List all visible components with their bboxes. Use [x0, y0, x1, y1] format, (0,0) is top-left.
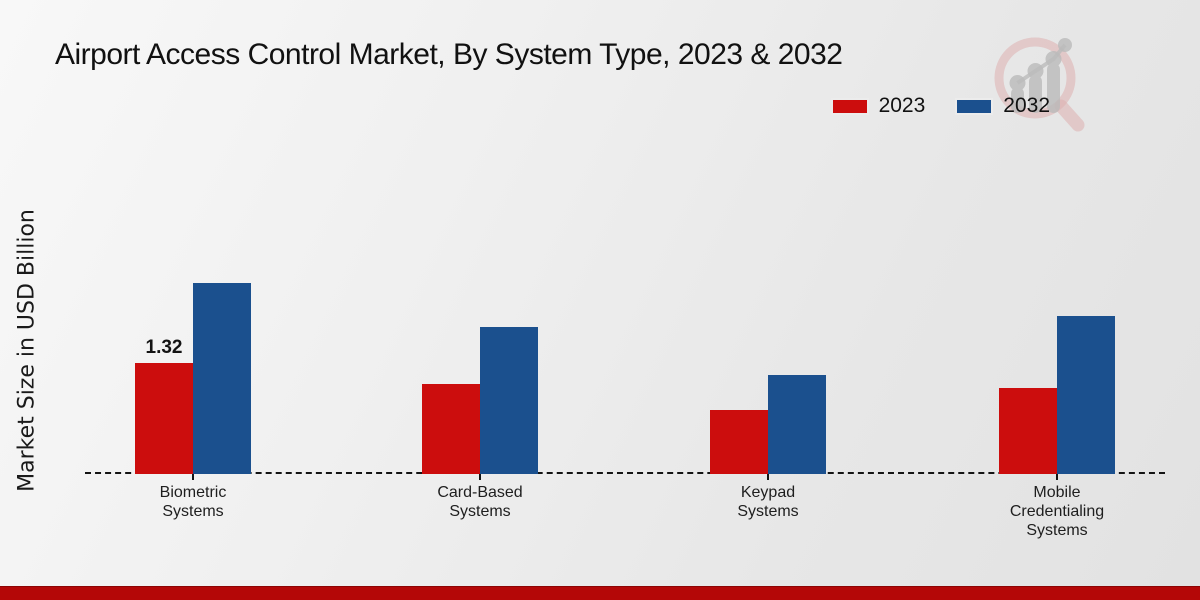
- legend-label-2023: 2023: [878, 94, 926, 117]
- magnifier-bar-chart-logo-icon: [994, 37, 1085, 132]
- chart-title: Airport Access Control Market, By System…: [55, 38, 843, 71]
- legend-item-2023: 2023: [830, 94, 926, 118]
- x-axis-baseline: [85, 472, 1165, 474]
- x-axis-tick: [1056, 474, 1058, 480]
- bar-2032-cat1: [480, 327, 538, 474]
- bar-2023-cat1: [422, 384, 480, 474]
- x-category-label: Keypad Systems: [737, 484, 799, 520]
- legend: 2023 2032: [830, 94, 1050, 118]
- x-category-label: Mobile Credentialing Systems: [1009, 484, 1105, 539]
- x-category-label: Card-Based Systems: [437, 484, 523, 520]
- x-axis-tick: [479, 474, 481, 480]
- bar-2023-cat2: [710, 410, 768, 474]
- legend-swatch-2023: [830, 97, 869, 115]
- legend-item-2032: 2032: [955, 94, 1050, 118]
- bar-2032-cat0: [193, 283, 251, 474]
- x-axis-tick: [767, 474, 769, 480]
- bar-value-label: 1.32: [145, 337, 183, 358]
- bar-2023-cat0: [135, 363, 193, 474]
- bottom-accent-strip: [0, 586, 1200, 600]
- legend-label-2032: 2032: [1003, 94, 1050, 117]
- bar-2032-cat2: [768, 375, 826, 474]
- legend-swatch-2032: [955, 97, 994, 115]
- x-category-label: Biometric Systems: [159, 484, 227, 520]
- bar-2023-cat3: [999, 388, 1057, 474]
- x-axis-tick: [192, 474, 194, 480]
- bar-2032-cat3: [1057, 316, 1115, 474]
